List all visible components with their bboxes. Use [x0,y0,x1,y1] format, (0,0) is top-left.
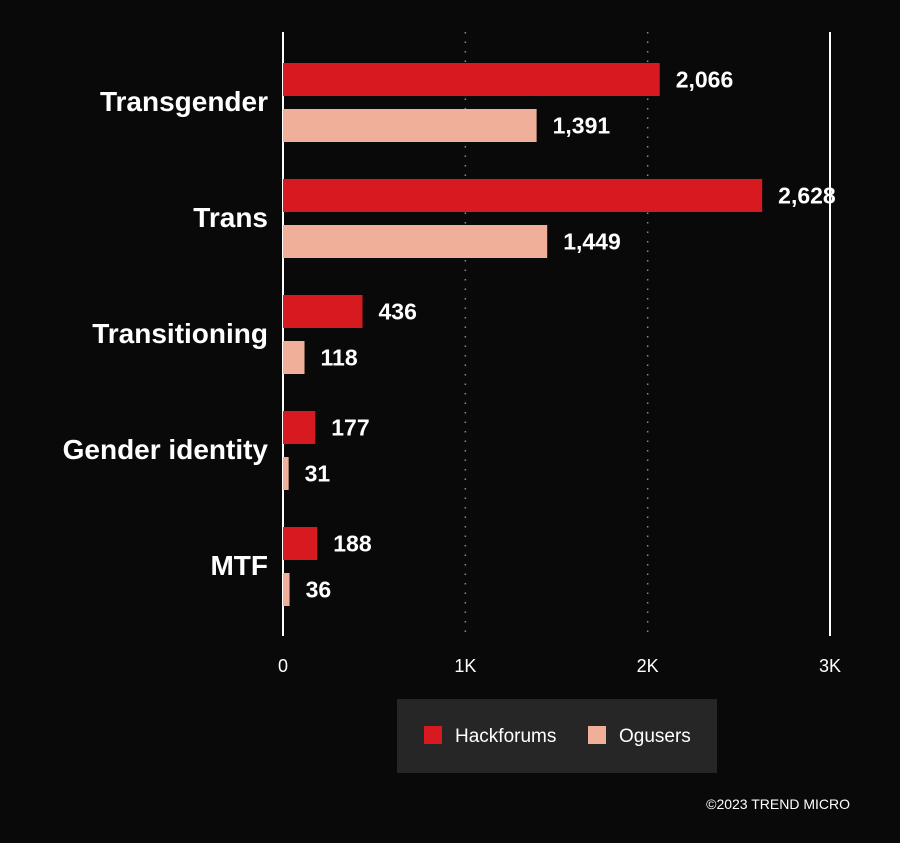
bar-hackforums-trans [283,179,763,212]
value-label-hackforums-gender-identity: 177 [331,415,369,441]
value-label-hackforums-transitioning: 436 [378,299,416,325]
bar-ogusers-trans [283,225,548,258]
bar-ogusers-transitioning [283,341,305,374]
bar-hackforums-transgender [283,63,660,96]
value-label-ogusers-transitioning: 118 [321,345,358,371]
value-label-ogusers-mtf: 36 [306,577,332,603]
x-tick-label: 1K [454,656,476,676]
bars [283,63,763,606]
value-label-hackforums-transgender: 2,066 [676,67,734,93]
value-label-ogusers-gender-identity: 31 [305,461,331,487]
x-axis-ticks: 0 1K 2K 3K [278,656,841,676]
bar-hackforums-mtf [283,527,318,560]
bar-ogusers-mtf [283,573,290,606]
x-tick-label: 3K [819,656,841,676]
category-label-transitioning: Transitioning [92,318,268,349]
bar-hackforums-gender-identity [283,411,316,444]
category-labels: Transgender Trans Transitioning Gender iden… [63,86,269,581]
category-label-trans: Trans [193,202,268,233]
bar-hackforums-transitioning [283,295,363,328]
legend-swatch-hackforums [424,726,442,744]
value-label-hackforums-trans: 2,628 [778,183,836,209]
value-label-ogusers-trans: 1,449 [563,229,621,255]
category-label-transgender: Transgender [100,86,268,117]
bar-ogusers-gender-identity [283,457,289,490]
legend-label-hackforums: Hackforums [455,726,556,747]
copyright-footer: ©2023 TREND MICRO [706,796,850,812]
x-tick-label: 2K [637,656,659,676]
category-label-gender-identity: Gender identity [63,434,269,465]
legend-box [397,699,717,773]
value-label-ogusers-transgender: 1,391 [553,113,611,139]
bar-ogusers-transgender [283,109,537,142]
legend-swatch-ogusers [588,726,606,744]
category-label-mtf: MTF [210,550,268,581]
legend-label-ogusers: Ogusers [619,726,691,747]
legend: Hackforums Ogusers [397,699,717,773]
value-label-hackforums-mtf: 188 [333,531,372,557]
x-tick-label: 0 [278,656,288,676]
